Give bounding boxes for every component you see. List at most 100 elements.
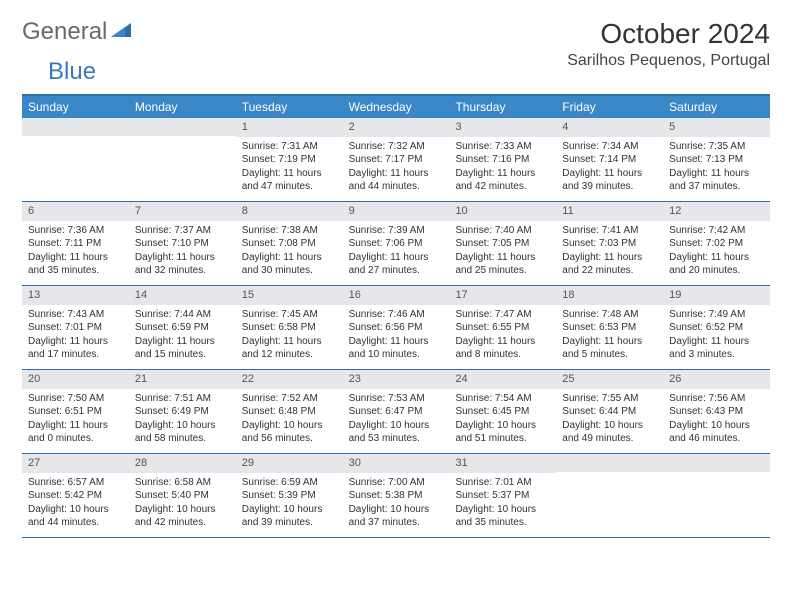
sunrise-text: Sunrise: 7:33 AM: [455, 140, 550, 154]
day-body: Sunrise: 7:43 AMSunset: 7:01 PMDaylight:…: [22, 305, 129, 368]
day-cell: 26Sunrise: 7:56 AMSunset: 6:43 PMDayligh…: [663, 370, 770, 453]
day-number: 31: [449, 454, 556, 473]
logo-text-general: General: [22, 18, 107, 46]
day-cell: 24Sunrise: 7:54 AMSunset: 6:45 PMDayligh…: [449, 370, 556, 453]
day-body: Sunrise: 7:38 AMSunset: 7:08 PMDaylight:…: [236, 221, 343, 284]
daylight-text: Daylight: 11 hours and 8 minutes.: [455, 335, 550, 362]
sunset-text: Sunset: 6:48 PM: [242, 405, 337, 419]
day-number: 22: [236, 370, 343, 389]
day-cell: 5Sunrise: 7:35 AMSunset: 7:13 PMDaylight…: [663, 118, 770, 201]
day-body: Sunrise: 7:49 AMSunset: 6:52 PMDaylight:…: [663, 305, 770, 368]
day-cell: 23Sunrise: 7:53 AMSunset: 6:47 PMDayligh…: [343, 370, 450, 453]
sunset-text: Sunset: 7:03 PM: [562, 237, 657, 251]
day-cell: [22, 118, 129, 201]
day-body: Sunrise: 7:52 AMSunset: 6:48 PMDaylight:…: [236, 389, 343, 452]
day-number: 3: [449, 118, 556, 137]
day-body: Sunrise: 7:48 AMSunset: 6:53 PMDaylight:…: [556, 305, 663, 368]
day-body: Sunrise: 6:57 AMSunset: 5:42 PMDaylight:…: [22, 473, 129, 536]
day-body: Sunrise: 7:47 AMSunset: 6:55 PMDaylight:…: [449, 305, 556, 368]
day-number: 6: [22, 202, 129, 221]
daylight-text: Daylight: 10 hours and 42 minutes.: [135, 503, 230, 530]
daylight-text: Daylight: 11 hours and 35 minutes.: [28, 251, 123, 278]
sunset-text: Sunset: 6:47 PM: [349, 405, 444, 419]
daylight-text: Daylight: 11 hours and 3 minutes.: [669, 335, 764, 362]
day-cell: 8Sunrise: 7:38 AMSunset: 7:08 PMDaylight…: [236, 202, 343, 285]
day-number: 30: [343, 454, 450, 473]
day-body: Sunrise: 7:53 AMSunset: 6:47 PMDaylight:…: [343, 389, 450, 452]
daylight-text: Daylight: 11 hours and 12 minutes.: [242, 335, 337, 362]
day-cell: 28Sunrise: 6:58 AMSunset: 5:40 PMDayligh…: [129, 454, 236, 537]
day-number: 21: [129, 370, 236, 389]
day-number: 15: [236, 286, 343, 305]
day-cell: [556, 454, 663, 537]
logo-triangle-icon: [111, 18, 133, 46]
day-body: Sunrise: 7:42 AMSunset: 7:02 PMDaylight:…: [663, 221, 770, 284]
sunrise-text: Sunrise: 7:53 AM: [349, 392, 444, 406]
dow-row: Sunday Monday Tuesday Wednesday Thursday…: [22, 96, 770, 118]
day-body: Sunrise: 7:54 AMSunset: 6:45 PMDaylight:…: [449, 389, 556, 452]
sunrise-text: Sunrise: 6:57 AM: [28, 476, 123, 490]
day-cell: 2Sunrise: 7:32 AMSunset: 7:17 PMDaylight…: [343, 118, 450, 201]
day-cell: 11Sunrise: 7:41 AMSunset: 7:03 PMDayligh…: [556, 202, 663, 285]
daylight-text: Daylight: 11 hours and 25 minutes.: [455, 251, 550, 278]
sunrise-text: Sunrise: 7:45 AM: [242, 308, 337, 322]
day-cell: 27Sunrise: 6:57 AMSunset: 5:42 PMDayligh…: [22, 454, 129, 537]
day-body: Sunrise: 7:37 AMSunset: 7:10 PMDaylight:…: [129, 221, 236, 284]
daylight-text: Daylight: 10 hours and 56 minutes.: [242, 419, 337, 446]
day-number: 7: [129, 202, 236, 221]
day-cell: 30Sunrise: 7:00 AMSunset: 5:38 PMDayligh…: [343, 454, 450, 537]
sunset-text: Sunset: 7:06 PM: [349, 237, 444, 251]
day-cell: 21Sunrise: 7:51 AMSunset: 6:49 PMDayligh…: [129, 370, 236, 453]
day-body: Sunrise: 7:56 AMSunset: 6:43 PMDaylight:…: [663, 389, 770, 452]
sunrise-text: Sunrise: 7:46 AM: [349, 308, 444, 322]
sunset-text: Sunset: 6:49 PM: [135, 405, 230, 419]
day-number: 25: [556, 370, 663, 389]
day-number: 23: [343, 370, 450, 389]
day-body: Sunrise: 7:55 AMSunset: 6:44 PMDaylight:…: [556, 389, 663, 452]
day-body: Sunrise: 7:31 AMSunset: 7:19 PMDaylight:…: [236, 137, 343, 200]
sunrise-text: Sunrise: 7:43 AM: [28, 308, 123, 322]
day-cell: 1Sunrise: 7:31 AMSunset: 7:19 PMDaylight…: [236, 118, 343, 201]
day-body: Sunrise: 7:00 AMSunset: 5:38 PMDaylight:…: [343, 473, 450, 536]
logo: General: [22, 18, 135, 46]
day-body: Sunrise: 7:44 AMSunset: 6:59 PMDaylight:…: [129, 305, 236, 368]
day-body: Sunrise: 7:40 AMSunset: 7:05 PMDaylight:…: [449, 221, 556, 284]
day-body: Sunrise: 7:46 AMSunset: 6:56 PMDaylight:…: [343, 305, 450, 368]
daylight-text: Daylight: 10 hours and 49 minutes.: [562, 419, 657, 446]
day-body: Sunrise: 7:34 AMSunset: 7:14 PMDaylight:…: [556, 137, 663, 200]
day-number: 1: [236, 118, 343, 137]
sunset-text: Sunset: 6:51 PM: [28, 405, 123, 419]
sunset-text: Sunset: 6:58 PM: [242, 321, 337, 335]
sunrise-text: Sunrise: 7:48 AM: [562, 308, 657, 322]
daylight-text: Daylight: 11 hours and 47 minutes.: [242, 167, 337, 194]
day-cell: 4Sunrise: 7:34 AMSunset: 7:14 PMDaylight…: [556, 118, 663, 201]
sunrise-text: Sunrise: 7:44 AM: [135, 308, 230, 322]
sunset-text: Sunset: 5:38 PM: [349, 489, 444, 503]
dow-tuesday: Tuesday: [236, 96, 343, 118]
day-number: [663, 454, 770, 472]
day-number: 20: [22, 370, 129, 389]
day-cell: 3Sunrise: 7:33 AMSunset: 7:16 PMDaylight…: [449, 118, 556, 201]
sunrise-text: Sunrise: 7:38 AM: [242, 224, 337, 238]
dow-friday: Friday: [556, 96, 663, 118]
daylight-text: Daylight: 11 hours and 17 minutes.: [28, 335, 123, 362]
daylight-text: Daylight: 11 hours and 27 minutes.: [349, 251, 444, 278]
sunset-text: Sunset: 7:05 PM: [455, 237, 550, 251]
day-body: Sunrise: 7:51 AMSunset: 6:49 PMDaylight:…: [129, 389, 236, 452]
daylight-text: Daylight: 11 hours and 42 minutes.: [455, 167, 550, 194]
daylight-text: Daylight: 10 hours and 39 minutes.: [242, 503, 337, 530]
day-number: 4: [556, 118, 663, 137]
daylight-text: Daylight: 10 hours and 58 minutes.: [135, 419, 230, 446]
day-number: 13: [22, 286, 129, 305]
sunset-text: Sunset: 7:08 PM: [242, 237, 337, 251]
sunset-text: Sunset: 6:55 PM: [455, 321, 550, 335]
sunrise-text: Sunrise: 7:50 AM: [28, 392, 123, 406]
sunrise-text: Sunrise: 7:39 AM: [349, 224, 444, 238]
day-body: Sunrise: 7:35 AMSunset: 7:13 PMDaylight:…: [663, 137, 770, 200]
week-row: 20 Sunrise: 7:50 AMSunset: 6:51 PM Dayligh…: [22, 370, 770, 454]
day-cell: 31Sunrise: 7:01 AMSunset: 5:37 PMDayligh…: [449, 454, 556, 537]
day-number: 28: [129, 454, 236, 473]
daylight-text: Daylight: 10 hours and 37 minutes.: [349, 503, 444, 530]
day-cell: 7Sunrise: 7:37 AMSunset: 7:10 PMDaylight…: [129, 202, 236, 285]
day-number: 18: [556, 286, 663, 305]
